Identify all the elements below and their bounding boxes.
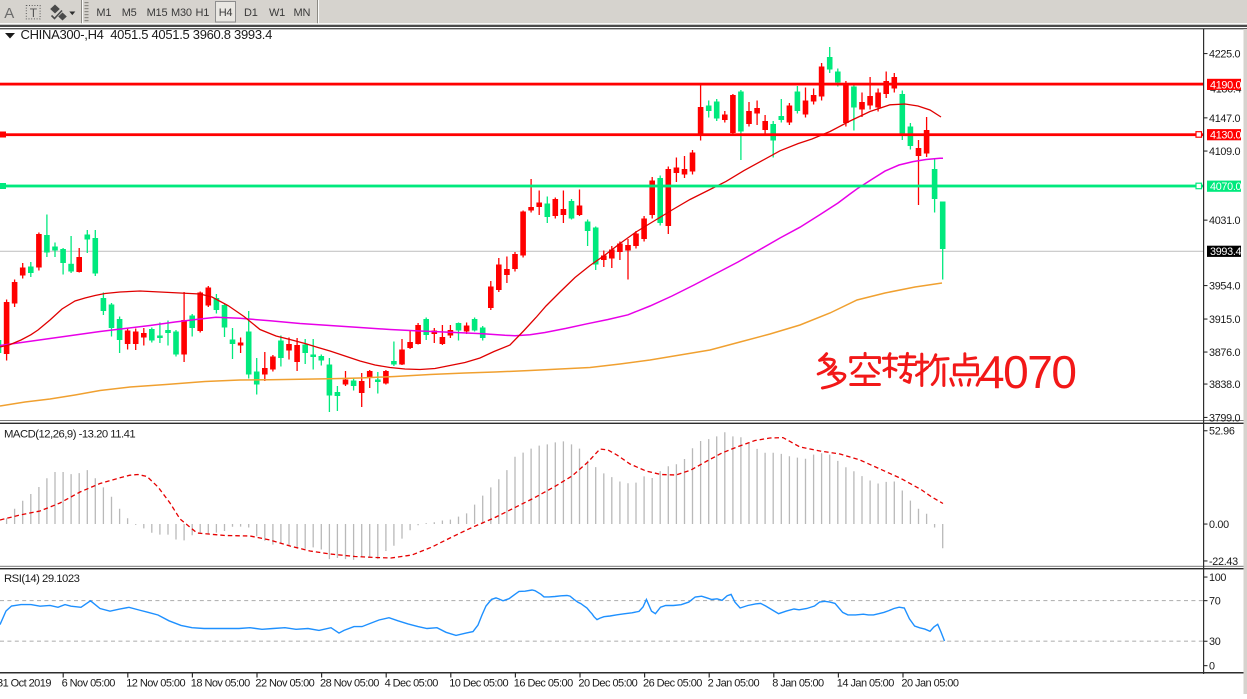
svg-text:4 Dec 05:00: 4 Dec 05:00: [385, 678, 439, 690]
svg-text:RSI(14) 29.1023: RSI(14) 29.1023: [4, 573, 80, 585]
svg-text:A: A: [4, 5, 14, 22]
svg-text:3915.0: 3915.0: [1209, 314, 1241, 326]
svg-text:4070: 4070: [979, 346, 1077, 398]
svg-text:T: T: [30, 6, 38, 20]
svg-text:4225.0: 4225.0: [1209, 49, 1241, 61]
svg-text:20 Jan 05:00: 20 Jan 05:00: [901, 678, 958, 690]
svg-text:16 Dec 05:00: 16 Dec 05:00: [514, 678, 573, 690]
svg-text:6 Nov 05:00: 6 Nov 05:00: [62, 678, 116, 690]
svg-text:MACD(12,26,9) -13.20 11.41: MACD(12,26,9) -13.20 11.41: [4, 429, 135, 441]
svg-text:MN: MN: [294, 7, 311, 19]
svg-text:3954.0: 3954.0: [1209, 281, 1241, 293]
svg-text:-22.43: -22.43: [1209, 556, 1238, 568]
svg-text:4190.0: 4190.0: [1210, 79, 1242, 91]
svg-text:0.00: 0.00: [1209, 519, 1229, 531]
svg-text:8 Jan 05:00: 8 Jan 05:00: [772, 678, 824, 690]
svg-text:31 Oct 2019: 31 Oct 2019: [0, 678, 51, 690]
svg-text:20 Dec 05:00: 20 Dec 05:00: [578, 678, 637, 690]
svg-text:10 Dec 05:00: 10 Dec 05:00: [449, 678, 508, 690]
svg-text:4031.0: 4031.0: [1209, 215, 1241, 227]
svg-text:W1: W1: [269, 7, 285, 19]
svg-text:70: 70: [1209, 596, 1221, 608]
svg-text:12 Nov 05:00: 12 Nov 05:00: [126, 678, 185, 690]
svg-text:4109.0: 4109.0: [1209, 146, 1241, 158]
svg-text:28 Nov 05:00: 28 Nov 05:00: [320, 678, 379, 690]
svg-text:0: 0: [1209, 661, 1215, 673]
svg-text:2 Jan 05:00: 2 Jan 05:00: [708, 678, 760, 690]
svg-text:4130.0: 4130.0: [1210, 130, 1242, 142]
svg-text:3993.4: 3993.4: [1210, 246, 1242, 258]
svg-text:22 Nov 05:00: 22 Nov 05:00: [255, 678, 314, 690]
svg-text:M1: M1: [96, 7, 111, 19]
svg-text:3799.0: 3799.0: [1209, 412, 1241, 424]
svg-text:M30: M30: [171, 7, 192, 19]
svg-text:30: 30: [1209, 636, 1221, 648]
svg-text:H4: H4: [219, 7, 233, 19]
svg-text:M15: M15: [147, 7, 168, 19]
svg-text:4147.0: 4147.0: [1209, 113, 1241, 125]
svg-text:H1: H1: [196, 7, 210, 19]
svg-text:3876.0: 3876.0: [1209, 347, 1241, 359]
svg-text:18 Nov 05:00: 18 Nov 05:00: [191, 678, 250, 690]
svg-text:100: 100: [1209, 572, 1226, 584]
svg-text:CHINA300-,H4 4051.5 4051.5 39: CHINA300-,H4 4051.5 4051.5 3960.8 3993.4: [21, 27, 273, 42]
svg-text:52.96: 52.96: [1209, 426, 1235, 438]
svg-text:D1: D1: [244, 7, 258, 19]
svg-text:M5: M5: [122, 7, 137, 19]
svg-text:26 Dec 05:00: 26 Dec 05:00: [643, 678, 702, 690]
svg-text:3838.0: 3838.0: [1209, 379, 1241, 391]
svg-text:14 Jan 05:00: 14 Jan 05:00: [837, 678, 894, 690]
svg-text:4070.0: 4070.0: [1210, 181, 1242, 193]
